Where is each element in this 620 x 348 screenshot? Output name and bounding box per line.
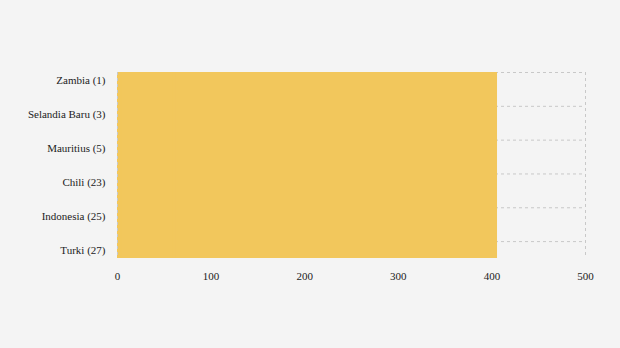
svg-text:Selandia Baru (3): Selandia Baru (3) [28,108,106,121]
svg-text:100: 100 [203,270,220,282]
svg-text:400: 400 [484,270,501,282]
svg-text:500: 500 [577,270,594,282]
svg-text:200: 200 [296,270,313,282]
svg-text:Turki (27): Turki (27) [60,244,105,257]
svg-text:Zambia (1): Zambia (1) [56,74,106,87]
svg-text:Mauritius (5): Mauritius (5) [47,142,106,155]
svg-text:0: 0 [115,270,121,282]
svg-text:Indonesia (25): Indonesia (25) [42,210,106,223]
svg-text:Chili (23): Chili (23) [62,176,105,189]
svg-text:300: 300 [390,270,407,282]
